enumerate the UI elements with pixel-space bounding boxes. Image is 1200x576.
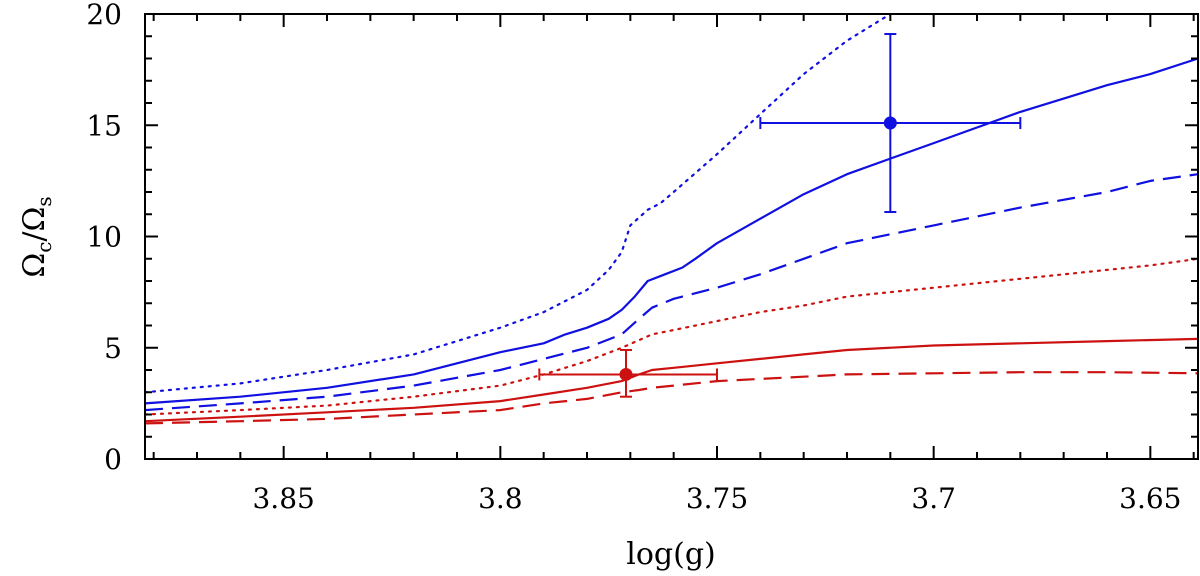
- y-axis-label: Ωc/Ωs: [17, 196, 56, 277]
- series-red-solid: [145, 337, 1198, 423]
- series-blue-dashed: [145, 173, 1198, 412]
- x-tick-label: 3.8: [478, 482, 523, 515]
- series-blue-dotted: [145, 14, 892, 394]
- series-red-dotted: [145, 257, 1198, 416]
- point-blue-measurement: [759, 33, 1022, 214]
- y-tick-label: 20: [86, 0, 122, 31]
- series-red-dashed: [145, 371, 1198, 425]
- series-blue-solid: [145, 57, 1198, 405]
- marker: [619, 367, 633, 381]
- y-tick-label: 10: [86, 221, 122, 254]
- marker: [883, 116, 897, 130]
- y-tick-label: 0: [104, 443, 122, 476]
- point-red-measurement: [538, 348, 718, 398]
- x-tick-label: 3.7: [911, 482, 956, 515]
- x-tick-label: 3.85: [252, 482, 314, 515]
- x-axis-label: log(g): [626, 537, 715, 572]
- x-tick-label: 3.75: [686, 482, 748, 515]
- points-layer: [538, 33, 1022, 398]
- series-layer: [145, 14, 1198, 425]
- y-tick-label: 5: [104, 332, 122, 365]
- ticks-layer: 3.85 3.8 3.75 3.7 3.65 0 5 10 15 20: [86, 0, 1198, 515]
- x-tick-label: 3.65: [1119, 482, 1181, 515]
- plot-frame: [144, 13, 1199, 460]
- y-tick-label: 15: [86, 109, 122, 142]
